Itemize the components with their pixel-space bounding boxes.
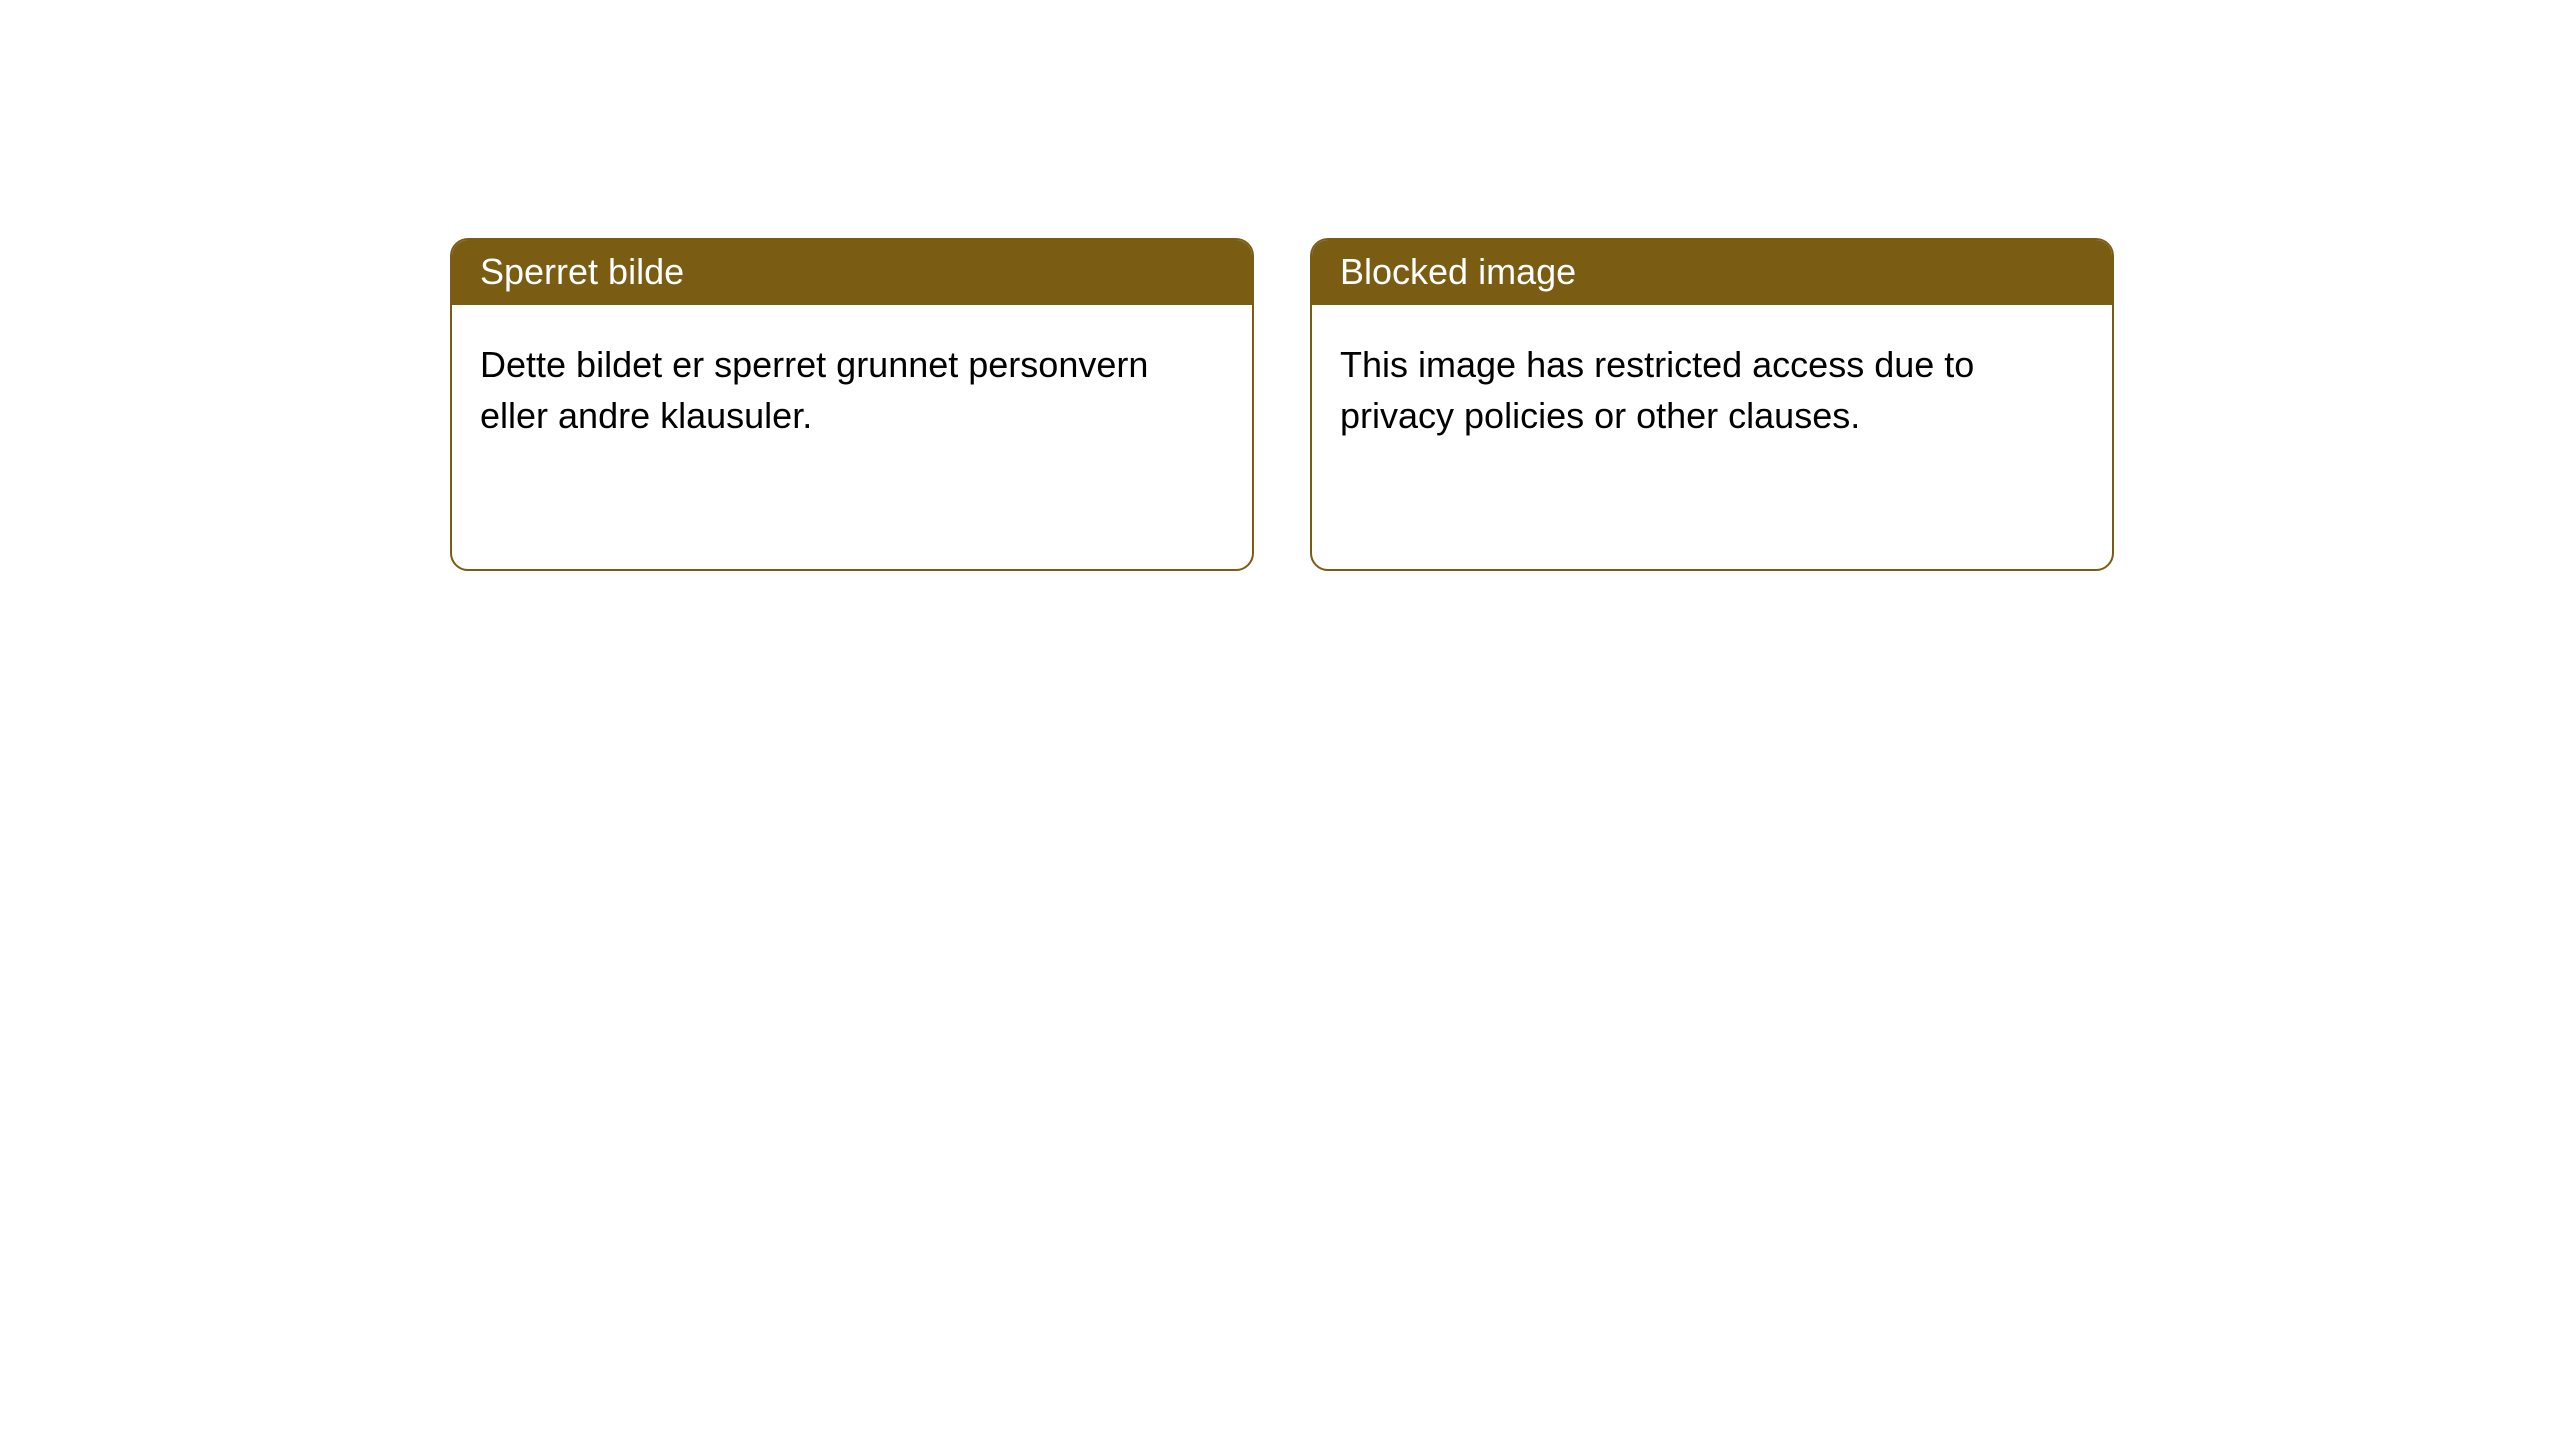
notice-card-title: Sperret bilde [452, 240, 1252, 305]
notice-card-body: This image has restricted access due to … [1312, 305, 2112, 475]
notice-card-body: Dette bildet er sperret grunnet personve… [452, 305, 1252, 475]
notice-cards-container: Sperret bilde Dette bildet er sperret gr… [0, 0, 2560, 571]
notice-card-norwegian: Sperret bilde Dette bildet er sperret gr… [450, 238, 1254, 571]
notice-card-english: Blocked image This image has restricted … [1310, 238, 2114, 571]
notice-card-title: Blocked image [1312, 240, 2112, 305]
